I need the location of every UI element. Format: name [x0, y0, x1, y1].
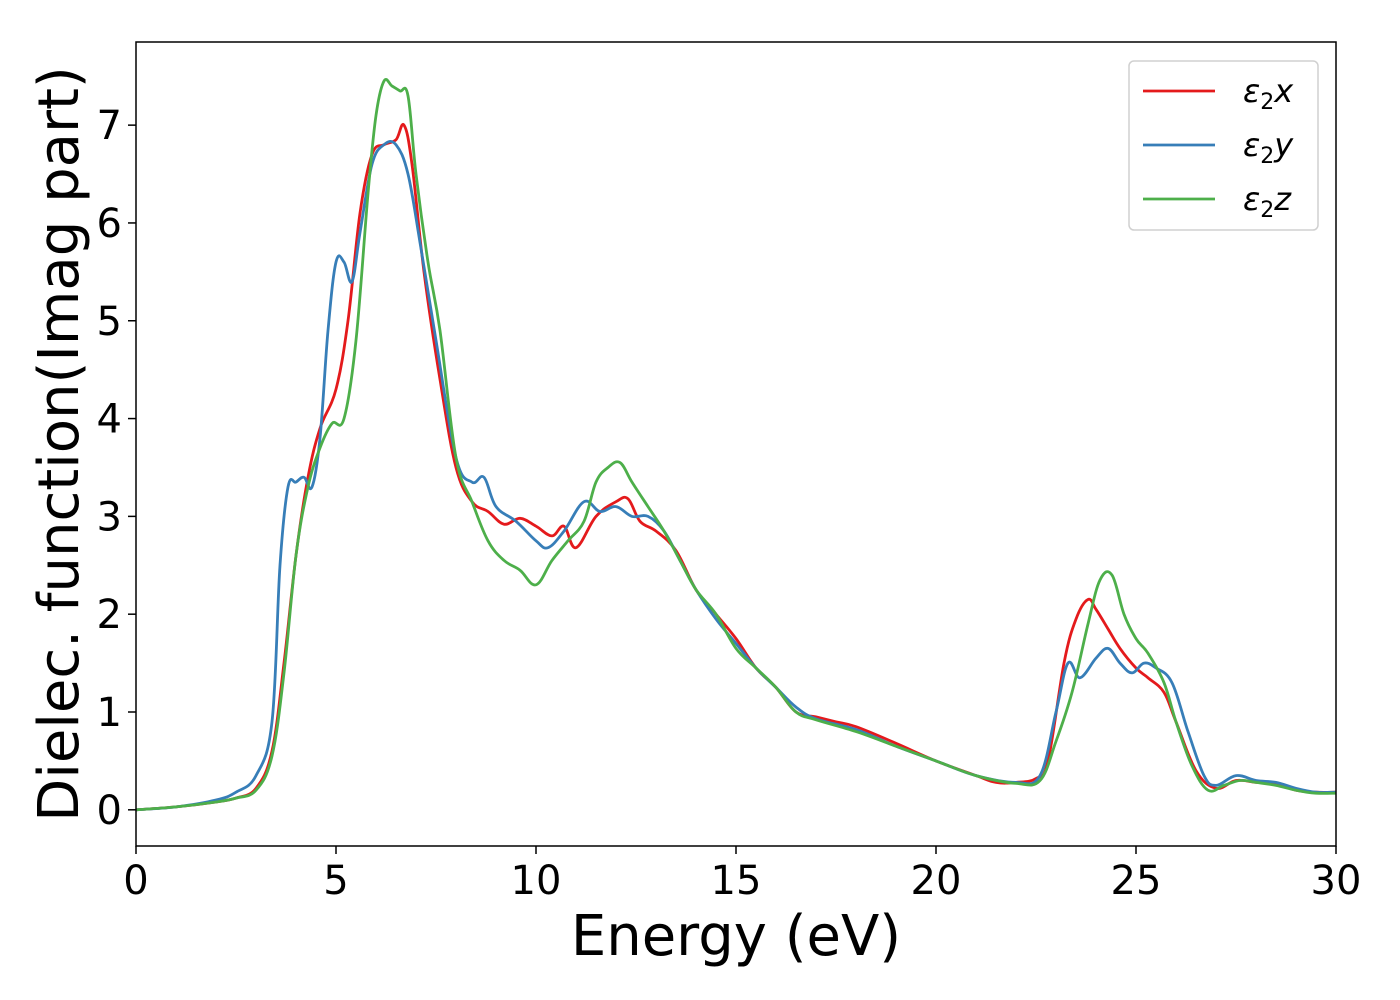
- y-tick-label: 7: [97, 103, 122, 149]
- legend-label: ε2y: [1243, 126, 1294, 169]
- x-tick-label: 0: [123, 858, 148, 904]
- y-axis-label: Dielec. function(Imag part): [27, 66, 92, 822]
- series-line-x: [135, 122, 1337, 812]
- x-tick-label: 20: [911, 858, 962, 904]
- y-tick-label: 4: [97, 397, 122, 443]
- y-axis: 0 1 2 3 4 5 6 7: [97, 103, 136, 834]
- y-tick-label: 6: [97, 201, 122, 247]
- x-axis: 0 5 10 15 20 25 30: [123, 846, 1361, 904]
- series-line-y: [135, 140, 1337, 812]
- series-layer: [135, 77, 1337, 812]
- x-axis-label: Energy (eV): [571, 904, 901, 969]
- series-line-z: [135, 77, 1337, 812]
- x-tick-label: 5: [323, 858, 348, 904]
- x-tick-label: 25: [1111, 858, 1162, 904]
- y-tick-label: 5: [97, 299, 122, 345]
- y-tick-label: 3: [97, 494, 122, 540]
- y-tick-label: 1: [97, 690, 122, 736]
- legend-label: ε2z: [1243, 180, 1292, 223]
- y-tick-label: 0: [97, 788, 122, 834]
- y-tick-label: 2: [97, 592, 122, 638]
- legend-label: ε2x: [1243, 72, 1294, 115]
- legend-box: [1128, 60, 1319, 231]
- x-tick-label: 30: [1311, 858, 1362, 904]
- legend: ε2x ε2y ε2z: [1128, 60, 1319, 231]
- x-tick-label: 15: [711, 858, 762, 904]
- x-tick-label: 10: [511, 858, 562, 904]
